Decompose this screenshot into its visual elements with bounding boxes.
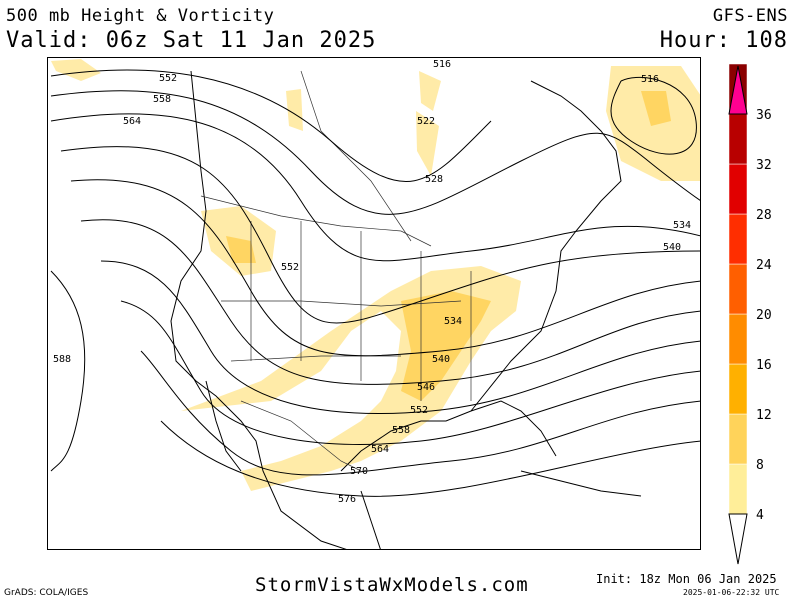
contour-label: 576 (338, 494, 356, 505)
contour-label: 552 (410, 405, 428, 416)
contour-label: 516 (433, 59, 451, 70)
legend-color-box (728, 213, 748, 265)
map-svg: 552 558 564 516 522 528 516 534 540 552 … (50, 59, 700, 549)
render-timestamp: 2025-01-06-22:32 UTC (683, 588, 780, 597)
legend-tick: 32 (756, 158, 772, 173)
contour-label: 558 (392, 425, 410, 436)
legend-tick: 8 (756, 458, 764, 473)
contour-label: 516 (641, 74, 659, 85)
legend-bottom-arrow (728, 513, 748, 565)
contour-label: 546 (417, 382, 435, 393)
legend-tick: 20 (756, 308, 772, 323)
forecast-hour: Hour: 108 (659, 28, 788, 53)
init-time: Init: 18z Mon 06 Jan 2025 (596, 572, 777, 586)
contour-label: 570 (350, 466, 368, 477)
color-legend: 36 32 28 24 20 16 12 8 4 (720, 58, 780, 568)
grads-credit: GrADS: COLA/IGES (4, 588, 89, 598)
map-panel: 552 558 564 516 522 528 516 534 540 552 … (47, 57, 701, 550)
legend-tick: 36 (756, 108, 772, 123)
contour-label: 540 (432, 354, 450, 365)
legend-color-box (728, 313, 748, 365)
contour-label: 564 (123, 116, 141, 127)
legend-color-box (728, 363, 748, 415)
chart-title: 500 mb Height & Vorticity (6, 6, 275, 26)
site-name: StormVistaWxModels.com (255, 574, 529, 596)
legend-tick: 16 (756, 358, 772, 373)
legend-tick: 24 (756, 258, 772, 273)
legend-tick: 12 (756, 408, 772, 423)
legend-color-box (728, 463, 748, 515)
legend-color-box (728, 113, 748, 165)
height-contours (50, 69, 700, 497)
contour-label: 540 (663, 242, 681, 253)
contour-label: 528 (425, 174, 443, 185)
contour-label: 552 (281, 262, 299, 273)
legend-tick: 28 (756, 208, 772, 223)
contour-label: 534 (673, 220, 691, 231)
vorticity-shading (51, 59, 700, 491)
contour-label: 534 (444, 316, 462, 327)
legend-color-box (728, 413, 748, 465)
contour-label: 588 (53, 354, 71, 365)
contour-labels: 552 558 564 516 522 528 516 534 540 552 … (53, 59, 691, 505)
model-name: GFS-ENS (712, 6, 788, 26)
contour-label: 564 (371, 444, 389, 455)
valid-time: Valid: 06z Sat 11 Jan 2025 (6, 28, 377, 53)
legend-color-box (728, 163, 748, 215)
coastline (170, 70, 642, 549)
legend-tick: 4 (756, 508, 764, 523)
legend-color-box (728, 263, 748, 315)
legend-svg: 36 32 28 24 20 16 12 8 4 (728, 63, 772, 565)
contour-label: 552 (159, 73, 177, 84)
contour-label: 522 (417, 116, 435, 127)
contour-label: 558 (153, 94, 171, 105)
legend-top-arrow (728, 65, 748, 115)
